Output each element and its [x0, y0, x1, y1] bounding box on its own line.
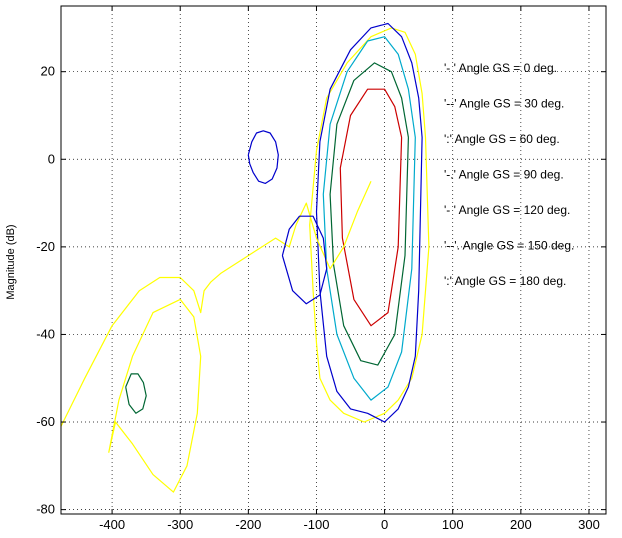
axes — [60, 5, 607, 515]
x-tick-label: 100 — [442, 517, 464, 532]
legend: '- ' Angle GS = 0 deg. '--' Angle GS = 30… — [444, 61, 574, 288]
series-line-3 — [329, 62, 409, 366]
legend-entry: '-.' Angle GS = 90 deg. — [444, 168, 564, 182]
plot-frame — [60, 5, 607, 515]
series-line-4 — [339, 88, 403, 327]
x-tick-label: -200 — [235, 517, 261, 532]
y-tick-label: -60 — [36, 414, 55, 429]
y-tick-label: 0 — [48, 151, 55, 166]
legend-entry: '- ' Angle GS = 120 deg. — [444, 203, 570, 217]
legend-entry: '--'. Angle GS = 150 deg. — [444, 239, 574, 253]
x-tick-labels: -400 -300 -200 -100 0 100 200 300 — [99, 517, 600, 532]
y-axis-label: Magnitude (dB) — [5, 224, 17, 299]
legend-entry: ':' Angle GS = 180 deg. — [444, 274, 566, 288]
series-line-0 — [309, 27, 430, 423]
x-tick-label: -300 — [167, 517, 193, 532]
series-line-2 — [322, 36, 416, 401]
x-tick-label: 200 — [510, 517, 532, 532]
x-tick-label: 300 — [578, 517, 600, 532]
y-tick-label: -80 — [36, 502, 55, 517]
legend-entry: '- ' Angle GS = 0 deg. — [444, 61, 557, 75]
x-tick-label: -100 — [303, 517, 329, 532]
y-tick-label: -20 — [36, 239, 55, 254]
legend-entry: '--' Angle GS = 30 deg. — [444, 97, 564, 111]
series-line-1 — [315, 22, 423, 423]
series-lines — [60, 22, 430, 493]
x-tick-label: -400 — [99, 517, 125, 532]
series-line-6 — [108, 298, 202, 493]
series-line-7 — [247, 130, 279, 184]
y-tick-label: -40 — [36, 326, 55, 341]
series-line-9 — [125, 373, 147, 414]
x-tick-label: 0 — [381, 517, 388, 532]
legend-entry: ':' Angle GS = 60 deg. — [444, 132, 560, 146]
y-tick-label: 20 — [41, 64, 55, 79]
series-line-8 — [281, 215, 328, 305]
y-tick-labels: -80 -60 -40 -20 0 20 — [36, 64, 55, 517]
